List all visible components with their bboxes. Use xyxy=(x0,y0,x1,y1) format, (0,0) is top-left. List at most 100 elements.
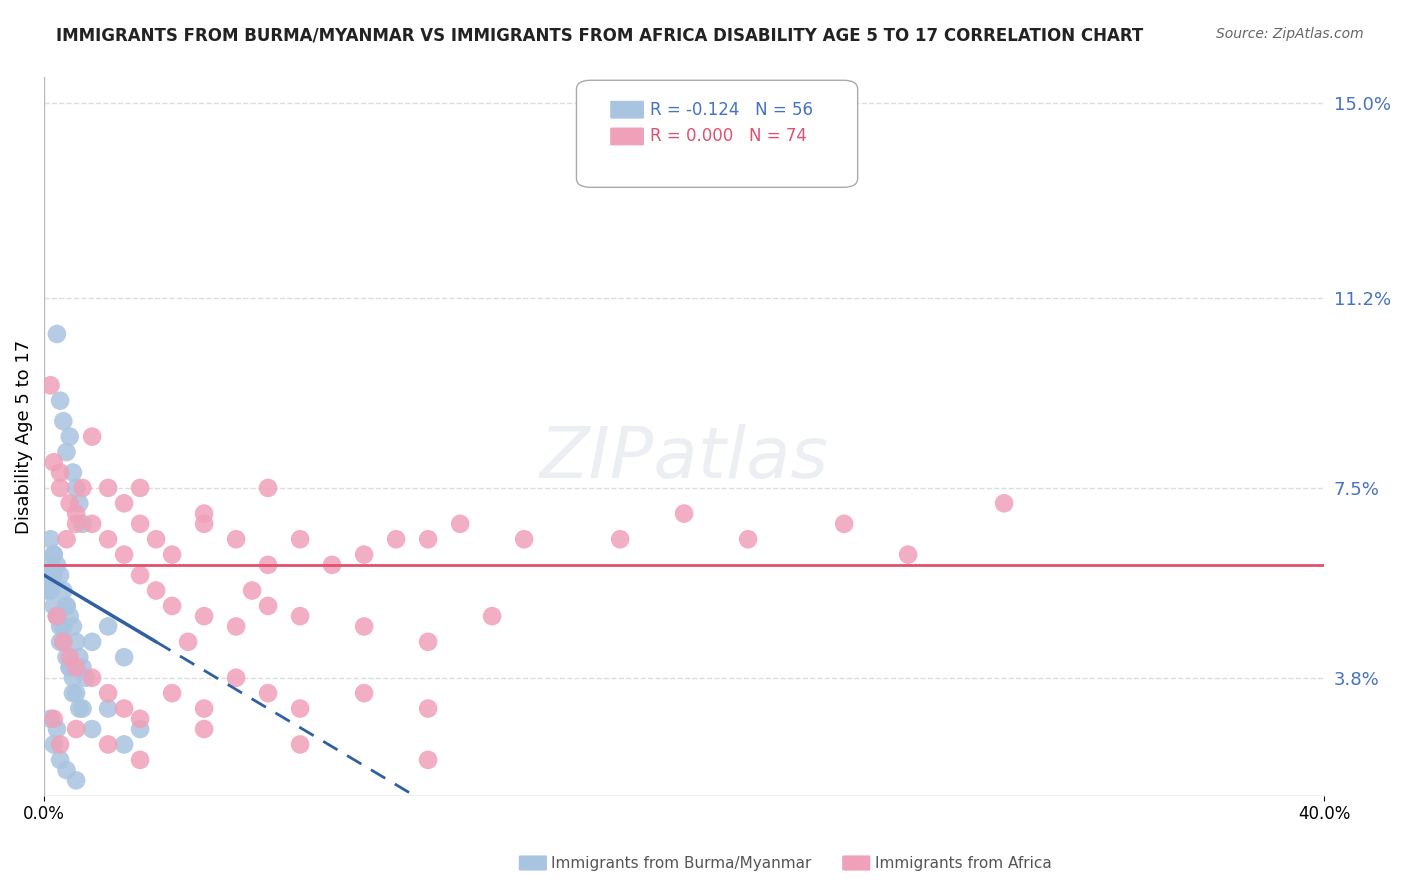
Point xyxy=(55,445,77,459)
Point xyxy=(673,507,696,521)
Point xyxy=(353,619,375,633)
Point xyxy=(49,568,72,582)
Point xyxy=(42,712,65,726)
Point xyxy=(52,414,75,428)
Point xyxy=(72,481,94,495)
Point xyxy=(449,516,471,531)
Point xyxy=(416,753,439,767)
Point xyxy=(97,738,120,752)
Point xyxy=(45,609,67,624)
Point xyxy=(897,548,920,562)
Point xyxy=(52,635,75,649)
Point xyxy=(257,558,280,572)
Point xyxy=(160,548,183,562)
Point xyxy=(385,533,408,547)
Text: Source: ZipAtlas.com: Source: ZipAtlas.com xyxy=(1216,27,1364,41)
Point xyxy=(49,393,72,408)
Point xyxy=(49,753,72,767)
Point xyxy=(177,635,200,649)
Point xyxy=(62,619,84,633)
Point xyxy=(129,712,152,726)
Point xyxy=(257,686,280,700)
Point xyxy=(55,533,77,547)
Point xyxy=(513,533,536,547)
Point xyxy=(481,609,503,624)
Point xyxy=(112,496,135,510)
Point xyxy=(288,533,311,547)
Point xyxy=(353,548,375,562)
Point xyxy=(129,568,152,582)
Point xyxy=(39,712,62,726)
Point xyxy=(82,671,104,685)
Point xyxy=(129,753,152,767)
Point xyxy=(193,516,215,531)
Point xyxy=(65,686,87,700)
Point xyxy=(416,635,439,649)
Text: IMMIGRANTS FROM BURMA/MYANMAR VS IMMIGRANTS FROM AFRICA DISABILITY AGE 5 TO 17 C: IMMIGRANTS FROM BURMA/MYANMAR VS IMMIGRA… xyxy=(56,27,1143,45)
Point xyxy=(59,650,82,665)
Point xyxy=(82,722,104,736)
Point xyxy=(45,558,67,572)
Point xyxy=(55,599,77,613)
Point xyxy=(160,686,183,700)
Point xyxy=(145,533,167,547)
Point xyxy=(257,599,280,613)
Point xyxy=(52,619,75,633)
Point xyxy=(193,507,215,521)
Point xyxy=(225,619,247,633)
Point xyxy=(225,533,247,547)
Point xyxy=(609,533,631,547)
Point xyxy=(67,496,90,510)
Point xyxy=(240,583,263,598)
Point xyxy=(97,701,120,715)
Point xyxy=(97,533,120,547)
Point xyxy=(52,583,75,598)
Y-axis label: Disability Age 5 to 17: Disability Age 5 to 17 xyxy=(15,340,32,533)
Point xyxy=(145,583,167,598)
Point xyxy=(45,609,67,624)
Point xyxy=(416,533,439,547)
Point xyxy=(160,599,183,613)
Point xyxy=(67,701,90,715)
Point xyxy=(257,481,280,495)
Point xyxy=(112,548,135,562)
Text: Immigrants from Africa: Immigrants from Africa xyxy=(875,856,1052,871)
Point xyxy=(72,701,94,715)
Point xyxy=(55,650,77,665)
Point xyxy=(37,583,59,598)
Text: R = 0.000   N = 74: R = 0.000 N = 74 xyxy=(650,128,807,145)
Point xyxy=(72,660,94,674)
Point xyxy=(416,701,439,715)
Point xyxy=(993,496,1015,510)
Point xyxy=(82,635,104,649)
Point xyxy=(193,609,215,624)
Point xyxy=(129,516,152,531)
Point xyxy=(288,738,311,752)
Point xyxy=(65,516,87,531)
Point xyxy=(42,548,65,562)
Point xyxy=(55,763,77,777)
Point xyxy=(321,558,343,572)
Point xyxy=(129,481,152,495)
Point xyxy=(67,650,90,665)
Point xyxy=(39,583,62,598)
Point xyxy=(737,533,759,547)
Point xyxy=(49,466,72,480)
Point xyxy=(49,738,72,752)
Point xyxy=(39,378,62,392)
Point xyxy=(42,738,65,752)
Point xyxy=(62,671,84,685)
Point xyxy=(55,599,77,613)
Point xyxy=(52,635,75,649)
Point xyxy=(82,429,104,443)
Point xyxy=(59,609,82,624)
Point xyxy=(59,660,82,674)
Point xyxy=(45,722,67,736)
Point xyxy=(42,599,65,613)
Point xyxy=(129,722,152,736)
Point xyxy=(65,773,87,788)
Text: ZIPatlas: ZIPatlas xyxy=(540,424,828,492)
Point xyxy=(37,568,59,582)
Point xyxy=(39,533,62,547)
Point xyxy=(42,548,65,562)
